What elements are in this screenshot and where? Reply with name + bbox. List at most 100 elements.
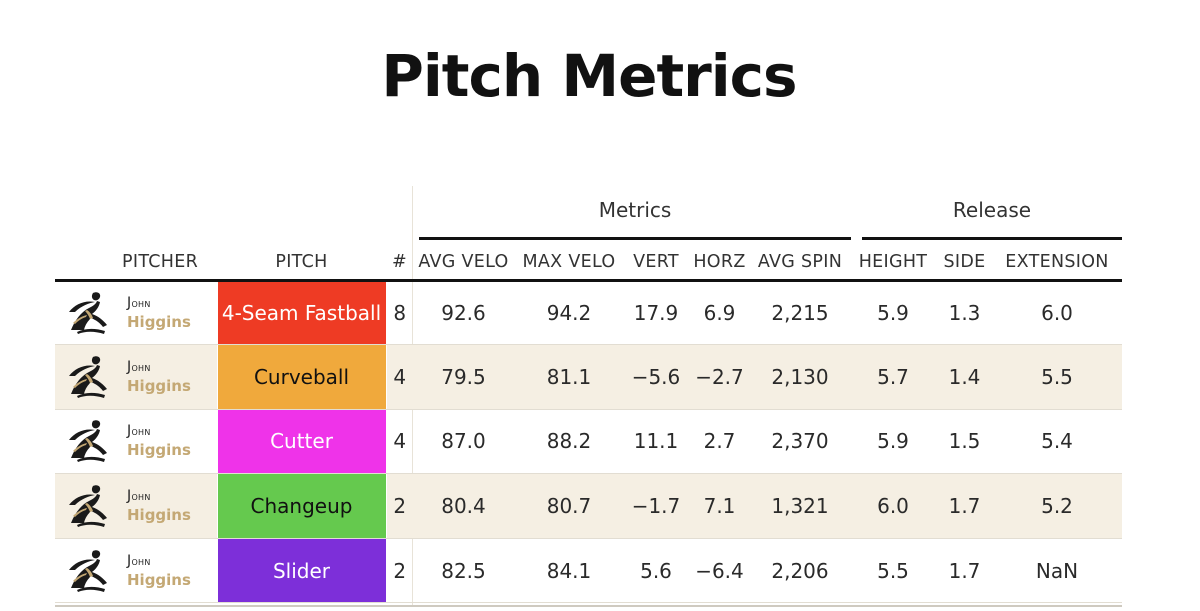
- extension-cell: 6.0: [992, 280, 1122, 346]
- header-extension: EXTENSION: [992, 246, 1122, 282]
- vert-cell: −1.7: [624, 473, 688, 539]
- pitcher-first-name: John: [127, 294, 151, 311]
- header-pitch: PITCH: [217, 246, 386, 282]
- header-logo: [55, 246, 120, 282]
- horz-cell: 2.7: [688, 409, 751, 475]
- header-pitcher: PITCHER: [120, 246, 217, 282]
- max-velo-cell: 88.2: [514, 409, 624, 475]
- team-logo-cell: [55, 280, 120, 346]
- vert-cell: 17.9: [624, 280, 688, 346]
- release-side-cell: 1.7: [937, 538, 992, 604]
- vert-cell: 5.6: [624, 538, 688, 604]
- pitcher-name-cell: John Higgins: [120, 280, 217, 346]
- table-row: John Higgins Slider 2 82.5 84.1 5.6 −6.4…: [55, 538, 1122, 604]
- pitch-count-cell: 2: [386, 473, 413, 539]
- avg-velo-cell: 92.6: [413, 280, 514, 346]
- avg-velo-cell: 82.5: [413, 538, 514, 604]
- pitch-metrics-table: PITCHER PITCH # AVG VELO MAX VELO VERT H…: [55, 246, 1122, 604]
- pitcher-first-name: John: [127, 423, 151, 440]
- pitcher-last-name: Higgins: [127, 506, 191, 525]
- table-row: John Higgins Changeup 2 80.4 80.7 −1.7 7…: [55, 473, 1122, 539]
- table-bottom-rule: [55, 605, 1122, 607]
- header-max-velo: MAX VELO: [514, 246, 624, 282]
- pitcher-last-name: Higgins: [127, 441, 191, 460]
- avg-velo-cell: 80.4: [413, 473, 514, 539]
- team-logo-cell: [55, 344, 120, 410]
- release-side-cell: 1.3: [937, 280, 992, 346]
- header-side: SIDE: [937, 246, 992, 282]
- max-velo-cell: 81.1: [514, 344, 624, 410]
- header-height: HEIGHT: [849, 246, 937, 282]
- table-body: John Higgins 4-Seam Fastball 8 92.6 94.2…: [55, 280, 1122, 604]
- release-side-cell: 1.4: [937, 344, 992, 410]
- page-title: Pitch Metrics: [381, 42, 797, 110]
- extension-cell: 5.2: [992, 473, 1122, 539]
- pitch-count-cell: 4: [386, 344, 413, 410]
- release-side-cell: 1.5: [937, 409, 992, 475]
- avg-spin-cell: 1,321: [751, 473, 849, 539]
- pitcher-name-cell: John Higgins: [120, 538, 217, 604]
- avg-spin-cell: 2,130: [751, 344, 849, 410]
- pitcher-last-name: Higgins: [127, 570, 191, 589]
- pitcher-first-name: John: [127, 358, 151, 375]
- pitch-type-cell: Slider: [216, 538, 387, 604]
- table-row: John Higgins 4-Seam Fastball 8 92.6 94.2…: [55, 280, 1122, 346]
- pitcher-name-cell: John Higgins: [120, 344, 217, 410]
- header-avg-spin: AVG SPIN: [751, 246, 849, 282]
- pitch-type-cell: 4-Seam Fastball: [216, 280, 387, 346]
- team-logo-icon: [68, 292, 107, 334]
- pitcher-last-name: Higgins: [127, 312, 191, 331]
- avg-spin-cell: 2,215: [751, 280, 849, 346]
- pitch-count-cell: 2: [386, 538, 413, 604]
- avg-velo-cell: 79.5: [413, 344, 514, 410]
- horz-cell: 7.1: [688, 473, 751, 539]
- release-height-cell: 5.9: [849, 280, 937, 346]
- pitch-type-cell: Curveball: [216, 344, 387, 410]
- avg-spin-cell: 2,370: [751, 409, 849, 475]
- max-velo-cell: 80.7: [514, 473, 624, 539]
- group-rule-metrics: [419, 237, 851, 240]
- table-row: John Higgins Curveball 4 79.5 81.1 −5.6 …: [55, 344, 1122, 410]
- table-row: John Higgins Cutter 4 87.0 88.2 11.1 2.7…: [55, 409, 1122, 475]
- team-logo-icon: [68, 420, 107, 463]
- group-label-release: Release: [952, 198, 1032, 222]
- release-side-cell: 1.7: [937, 473, 992, 539]
- team-logo-icon: [68, 549, 107, 592]
- team-logo-icon: [68, 485, 107, 528]
- header-vert: VERT: [624, 246, 688, 282]
- pitch-count-cell: 8: [386, 280, 413, 346]
- release-height-cell: 5.7: [849, 344, 937, 410]
- pitcher-name-cell: John Higgins: [120, 409, 217, 475]
- header-avg-velo: AVG VELO: [413, 246, 514, 282]
- horz-cell: −6.4: [688, 538, 751, 604]
- team-logo-cell: [55, 473, 120, 539]
- pitcher-last-name: Higgins: [127, 376, 191, 395]
- pitch-count-cell: 4: [386, 409, 413, 475]
- pitcher-name-cell: John Higgins: [120, 473, 217, 539]
- header-horz: HORZ: [688, 246, 751, 282]
- horz-cell: 6.9: [688, 280, 751, 346]
- pitcher-first-name: John: [127, 488, 151, 505]
- header-row: PITCHER PITCH # AVG VELO MAX VELO VERT H…: [55, 246, 1122, 282]
- pitcher-first-name: John: [127, 552, 151, 569]
- team-logo-cell: [55, 409, 120, 475]
- group-rule-release: [862, 237, 1122, 240]
- group-label-metrics: Metrics: [598, 198, 672, 222]
- team-logo-cell: [55, 538, 120, 604]
- vert-cell: 11.1: [624, 409, 688, 475]
- max-velo-cell: 84.1: [514, 538, 624, 604]
- extension-cell: NaN: [992, 538, 1122, 604]
- release-height-cell: 6.0: [849, 473, 937, 539]
- avg-velo-cell: 87.0: [413, 409, 514, 475]
- avg-spin-cell: 2,206: [751, 538, 849, 604]
- horz-cell: −2.7: [688, 344, 751, 410]
- max-velo-cell: 94.2: [514, 280, 624, 346]
- release-height-cell: 5.5: [849, 538, 937, 604]
- extension-cell: 5.4: [992, 409, 1122, 475]
- vert-cell: −5.6: [624, 344, 688, 410]
- team-logo-icon: [68, 356, 107, 398]
- release-height-cell: 5.9: [849, 409, 937, 475]
- pitch-type-cell: Cutter: [216, 409, 387, 475]
- header-count: #: [386, 246, 413, 282]
- pitch-type-cell: Changeup: [216, 473, 387, 539]
